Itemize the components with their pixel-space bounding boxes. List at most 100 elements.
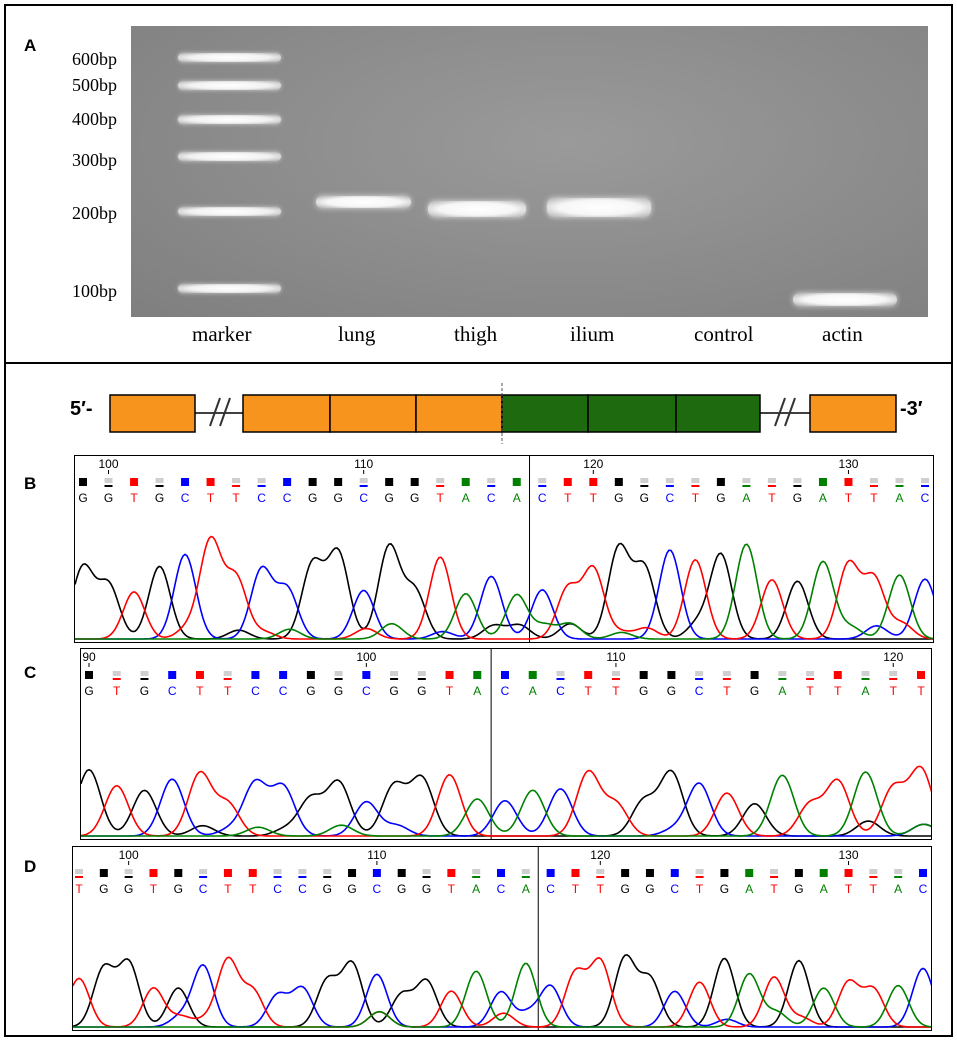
base-call-letter: T (870, 882, 878, 896)
ladder-band-300 (178, 152, 281, 161)
base-call-letter: C (670, 882, 679, 896)
quality-marker (833, 671, 842, 679)
quality-marker (844, 478, 853, 486)
quality-dash (691, 485, 700, 487)
base-call-letter: G (306, 684, 315, 698)
trace-curve-T (81, 765, 931, 837)
quality-marker (487, 478, 496, 483)
base-call-letter: T (150, 882, 158, 896)
quality-marker (181, 478, 190, 486)
base-call-letter: T (612, 684, 620, 698)
base-call-letter: T (890, 684, 898, 698)
base-call-letter: A (862, 684, 870, 698)
quality-marker (140, 671, 149, 676)
size-label-400: 400bp (72, 109, 117, 129)
chromatogram-c: 90 100 110 120 G T G C T T C C G G C G G T A C A C T T G G C T G A T T A… (81, 649, 931, 839)
base-call-letter: C (298, 882, 307, 896)
quality-marker (596, 869, 605, 874)
position-tick-label: 110 (354, 457, 373, 471)
base-call-letter: C (501, 684, 510, 698)
quality-marker (894, 869, 903, 874)
base-call-letter: T (564, 491, 572, 505)
quality-marker (639, 671, 648, 679)
chromatogram-d: 100 110 120 130 T G G T G C T T C C G G C G G T A C A C T T G G C T G A… (73, 847, 931, 1030)
base-call-letter: T (224, 882, 232, 896)
base-call-letter: C (257, 491, 266, 505)
quality-marker (232, 478, 241, 483)
base-call-letter: T (834, 684, 842, 698)
position-tick-label: 120 (883, 650, 903, 664)
base-call-letter: T (585, 684, 593, 698)
quality-marker (806, 671, 815, 676)
quality-marker (130, 478, 139, 486)
base-call-letter: T (572, 882, 580, 896)
base-call-letter: G (323, 882, 332, 896)
lane-label-lung: lung (338, 322, 376, 346)
quality-marker (716, 478, 725, 486)
base-call-letter: G (410, 491, 419, 505)
base-call-letter: C (556, 684, 565, 698)
quality-marker (722, 671, 731, 676)
quality-dash (417, 678, 426, 680)
trace-curve-T (75, 535, 933, 640)
quality-marker (778, 671, 787, 676)
base-call-letter: G (385, 491, 394, 505)
quality-marker (640, 478, 649, 483)
quality-marker (861, 671, 870, 676)
position-tick-label: 110 (606, 650, 625, 664)
quality-marker (436, 478, 445, 483)
base-call-letter: G (140, 684, 149, 698)
chromatogram-panel-d: 100 110 120 130 T G G T G C T T C C G G C G G T A C A C T T G G C T G A… (72, 846, 932, 1031)
quality-marker (472, 869, 481, 874)
base-call-letter: G (104, 491, 113, 505)
base-call-letter: G (645, 882, 654, 896)
quality-marker (422, 869, 431, 874)
quality-dash (596, 876, 605, 878)
quality-dash (556, 678, 565, 680)
base-call-letter: G (422, 882, 431, 896)
position-tick-label: 130 (839, 848, 859, 862)
quality-dash (869, 876, 878, 878)
quality-marker (199, 869, 208, 874)
base-call-letter: T (696, 882, 704, 896)
position-tick-label: 120 (590, 848, 610, 862)
break-mark-left (209, 397, 231, 427)
quality-dash (232, 485, 241, 487)
base-call-letter: T (249, 882, 257, 896)
quality-dash (921, 485, 929, 487)
quality-dash (104, 485, 113, 487)
base-call-letter: C (181, 491, 190, 505)
panel-bcd-frame (4, 362, 953, 1037)
trace-curve-A (75, 543, 933, 640)
quality-marker (720, 869, 729, 877)
quality-marker (334, 478, 343, 486)
quality-dash (257, 485, 266, 487)
quality-dash (767, 485, 776, 487)
base-call-letter: T (448, 882, 456, 896)
base-call-letter: T (196, 684, 204, 698)
base-call-letter: G (155, 491, 164, 505)
quality-marker (889, 671, 898, 676)
quality-marker (168, 671, 177, 679)
base-call-letter: T (870, 491, 878, 505)
quality-marker (611, 671, 620, 676)
quality-dash (793, 485, 802, 487)
ladder-band-500 (178, 81, 281, 90)
base-call-letter: A (895, 491, 903, 505)
base-call-letter: C (251, 684, 260, 698)
base-call-letter: G (620, 882, 629, 896)
quality-marker (691, 478, 700, 483)
quality-dash (611, 678, 620, 680)
quality-marker (251, 671, 260, 679)
base-call-letter: T (130, 491, 138, 505)
quality-dash (273, 876, 282, 878)
lane-label-ilium: ilium (570, 322, 615, 346)
base-call-letter: T (232, 491, 240, 505)
quality-marker (563, 478, 572, 486)
quality-dash (199, 876, 208, 878)
chromatogram-b: 100 110 120 130 G G T G C T T C C G G C G G T A C A C T T G G C T G A T… (75, 456, 933, 642)
panel-b-letter: B (24, 474, 37, 493)
base-call-letter: T (75, 882, 83, 896)
quality-dash (889, 678, 898, 680)
quality-dash (695, 678, 704, 680)
